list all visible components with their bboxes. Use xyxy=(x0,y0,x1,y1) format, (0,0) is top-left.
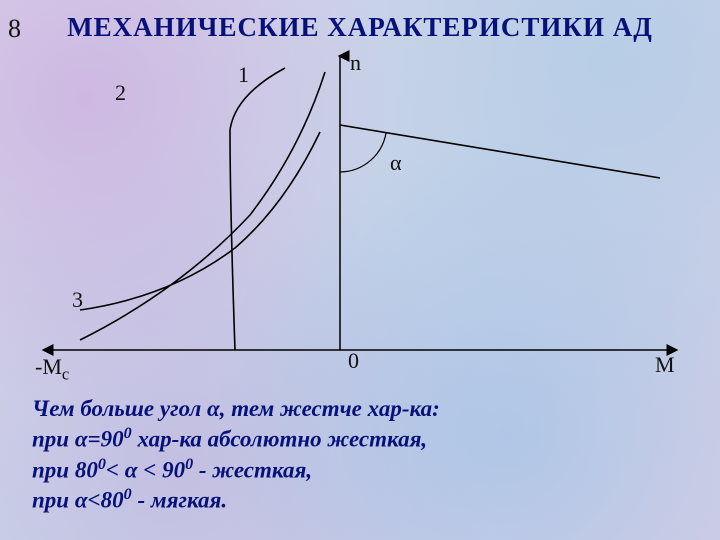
curve-2 xyxy=(80,72,325,340)
curve-3-label: 3 xyxy=(72,287,83,313)
x-neg-label: -Mс xyxy=(35,354,69,384)
curve-1-label: 1 xyxy=(238,62,249,88)
caption-line-2: при α=900 хар-ка абсолютно жесткая, xyxy=(32,424,440,455)
origin-label: 0 xyxy=(348,348,359,374)
x-pos-label: M xyxy=(655,352,675,378)
angle-arc xyxy=(340,133,386,172)
caption-line-4: при α<800 - мягкая. xyxy=(32,485,440,516)
diagram: n 0 -Mс M 1 2 3 α xyxy=(40,50,680,380)
y-axis-label: n xyxy=(350,50,361,76)
caption-line-1: Чем больше угол α, тем жестче хар-ка: xyxy=(32,394,440,424)
page-title: МЕХАНИЧЕСКИЕ ХАРАКТЕРИСТИКИ АД xyxy=(0,12,720,43)
curve-2-label: 2 xyxy=(115,80,126,106)
curve-3 xyxy=(80,132,320,310)
diagram-svg xyxy=(40,50,680,380)
alpha-label: α xyxy=(390,150,402,176)
angle-line xyxy=(340,125,660,178)
caption-line-3: при 800< α < 900 - жесткая, xyxy=(32,455,440,486)
curve-1 xyxy=(230,68,285,350)
caption: Чем больше угол α, тем жестче хар-ка: пр… xyxy=(32,394,440,516)
